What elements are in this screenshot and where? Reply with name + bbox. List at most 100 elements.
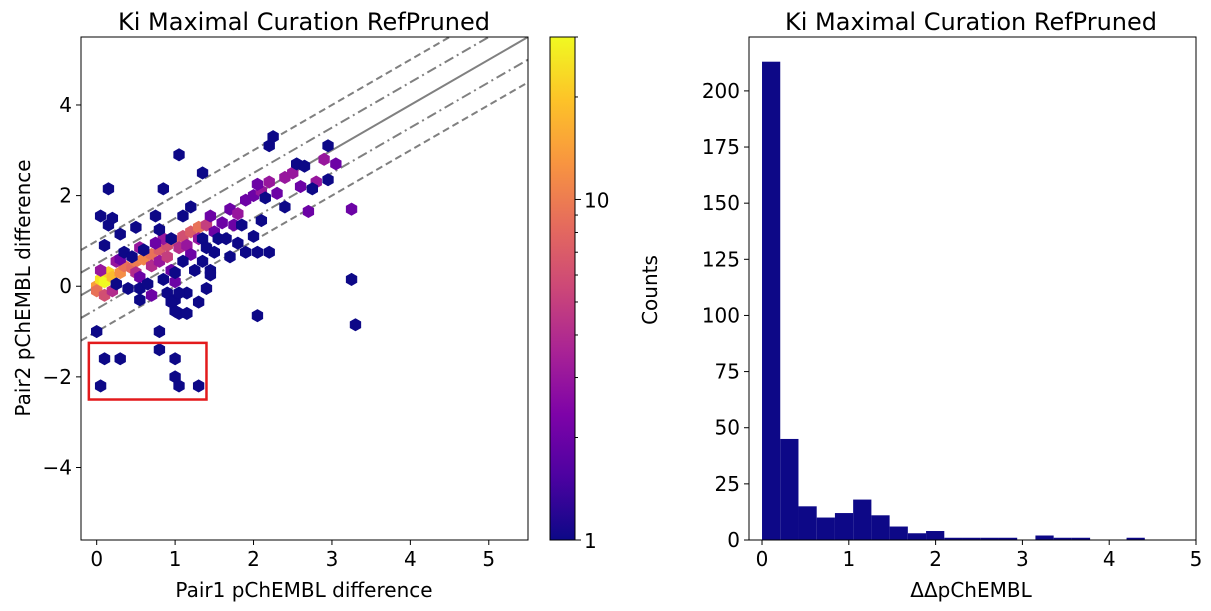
histogram-bar — [907, 533, 927, 540]
hexbin-cell — [173, 286, 185, 300]
hexbin-cell — [200, 281, 213, 296]
hexbin-cell — [322, 139, 334, 153]
hexbin-cell — [102, 182, 115, 196]
histogram-bar — [962, 537, 981, 540]
histogram-bar — [816, 517, 835, 540]
hexbin-cell — [200, 218, 213, 232]
hexbin-cell — [192, 379, 205, 393]
hexbin-cell — [189, 263, 201, 277]
histogram-bar — [798, 506, 817, 540]
hexbin-x-ticks: 0 1 2 3 4 5 — [90, 540, 495, 571]
y-tick-label: −2 — [43, 365, 72, 389]
histogram-plot-frame — [748, 36, 1197, 541]
hexbin-cell — [94, 209, 107, 223]
hexbin-cell — [267, 130, 279, 144]
hexbin-cell — [98, 238, 111, 252]
histogram-bar — [926, 531, 945, 540]
hexbin-cell — [306, 182, 319, 196]
x-tick-label: 2 — [929, 547, 942, 571]
hexbin-cell — [110, 277, 122, 291]
y-tick-label: −4 — [43, 455, 72, 479]
hexbin-cell — [271, 186, 283, 200]
y-tick-label: 0 — [59, 274, 72, 298]
hexbin-cell — [247, 229, 260, 243]
hexbin-cells — [91, 130, 362, 393]
x-tick-label: 0 — [756, 547, 769, 571]
hexbin-cell — [263, 139, 275, 153]
colorbar-label: Counts — [638, 255, 662, 325]
hexbin-cell — [145, 288, 158, 302]
hexbin-cell — [196, 254, 209, 268]
y-tick-label: 125 — [702, 247, 740, 271]
hexbin-cell — [232, 236, 244, 250]
hexbin-cell — [185, 200, 197, 214]
hexbin-cell — [349, 318, 362, 332]
hexbin-cell — [169, 266, 181, 280]
hexbin-cell — [173, 148, 185, 162]
hexbin-cell — [322, 173, 334, 187]
x-tick-label: 4 — [404, 547, 417, 571]
hexbin-cell — [169, 304, 181, 318]
hexbin-cell — [91, 325, 103, 339]
x-tick-label: 2 — [247, 547, 260, 571]
histogram-bar — [853, 499, 872, 540]
histogram-y-ticks: 0 25 50 75 100 125 150 175 200 — [702, 79, 749, 552]
y-tick-label: 75 — [715, 360, 740, 384]
x-tick-label: 3 — [1016, 547, 1029, 571]
hexbin-cell — [106, 211, 119, 225]
hexbin-cell — [208, 245, 220, 259]
hexbin-cell — [302, 204, 315, 219]
hexbin-cell — [251, 309, 264, 323]
x-tick-label: 1 — [169, 547, 182, 571]
histogram-title: Ki Maximal Curation RefPruned — [785, 8, 1157, 36]
hexbin-cell — [251, 177, 264, 191]
y-tick-label: 150 — [702, 191, 740, 215]
histogram-bar — [944, 537, 963, 540]
hexbin-cell — [204, 209, 217, 223]
highlight-box — [87, 341, 208, 401]
colorbar: 1 10 Counts — [549, 36, 662, 553]
y-tick-label: 4 — [59, 93, 72, 117]
histogram-bar — [1035, 535, 1054, 540]
colorbar-tick-label: 1 — [584, 529, 597, 553]
hexbin-cell — [294, 179, 307, 194]
hexbin-title: Ki Maximal Curation RefPruned — [118, 8, 490, 36]
histogram-x-ticks: 0 1 2 3 4 5 — [756, 540, 1202, 571]
hexbin-chart: Ki Maximal Curation RefPruned 0 1 2 3 4 5 −4 −… — [11, 8, 529, 602]
histogram-bar — [998, 537, 1018, 540]
hexbin-cell — [185, 247, 197, 262]
hexbin-cell — [318, 152, 330, 166]
histogram-bar — [1071, 537, 1091, 540]
y-tick-label: 25 — [715, 472, 740, 496]
hexbin-cell — [126, 250, 138, 264]
hexbin-cell — [138, 243, 150, 257]
histogram-bars — [762, 61, 1145, 540]
hexbin-cell — [177, 254, 189, 268]
histogram-chart: Ki Maximal Curation RefPruned 0 1 2 3 4 5 0 25… — [702, 8, 1203, 602]
x-tick-label: 3 — [326, 547, 339, 571]
hexbin-cell — [232, 207, 244, 221]
hexbin-cell — [279, 200, 291, 214]
y-tick-label: 0 — [727, 528, 740, 552]
hexbin-cell — [330, 157, 342, 171]
hexbin-cell — [259, 191, 271, 205]
hexbin-cell — [236, 218, 248, 232]
histogram-bar — [980, 537, 999, 540]
hexbin-cell — [134, 293, 146, 307]
hexbin-cell — [169, 352, 181, 366]
hexbin-cell — [224, 250, 236, 264]
hexbin-cell — [196, 166, 209, 180]
hexbin-cell — [345, 202, 358, 216]
histogram-bar — [780, 438, 799, 540]
hexbin-cell — [287, 166, 299, 180]
hexbin-cell — [220, 232, 232, 246]
hexbin-cell — [165, 232, 177, 246]
histogram-bar — [889, 526, 908, 540]
colorbar-ticks: 1 10 — [575, 36, 609, 553]
hexbin-cell — [114, 227, 126, 241]
hexbin-cell — [173, 379, 185, 393]
hexbin-cell — [161, 250, 173, 264]
histogram-bar — [762, 61, 781, 540]
x-tick-label: 5 — [482, 547, 495, 571]
